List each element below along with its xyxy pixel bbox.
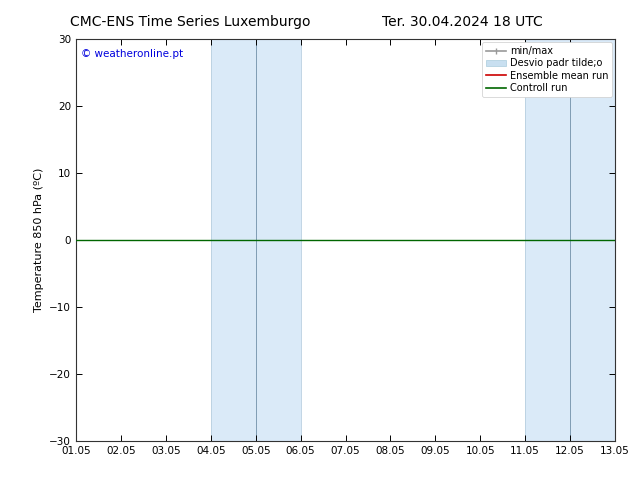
Text: Ter. 30.04.2024 18 UTC: Ter. 30.04.2024 18 UTC (382, 15, 543, 29)
Bar (210, 39, 301, 441)
Bar (525, 39, 615, 441)
Legend: min/max, Desvio padr tilde;o, Ensemble mean run, Controll run: min/max, Desvio padr tilde;o, Ensemble m… (482, 42, 612, 97)
Text: CMC-ENS Time Series Luxemburgo: CMC-ENS Time Series Luxemburgo (70, 15, 311, 29)
Text: © weatheronline.pt: © weatheronline.pt (81, 49, 184, 59)
Y-axis label: Temperature 850 hPa (ºC): Temperature 850 hPa (ºC) (34, 168, 44, 312)
